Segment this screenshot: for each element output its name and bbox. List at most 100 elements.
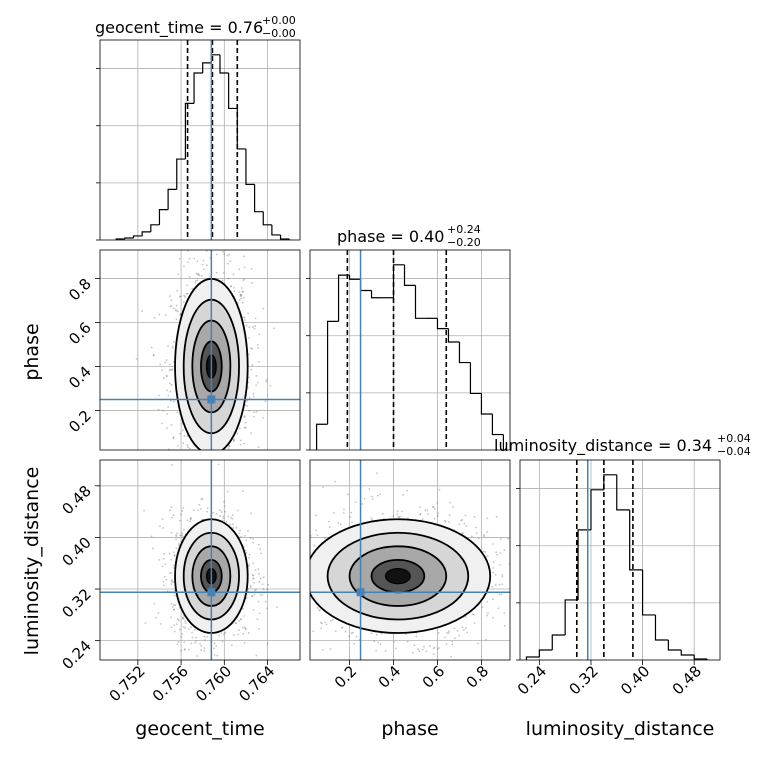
scatter-point xyxy=(161,422,163,425)
scatter-point xyxy=(203,647,206,650)
scatter-point xyxy=(199,507,202,510)
scatter-point xyxy=(255,384,257,387)
scatter-point xyxy=(172,581,175,584)
scatter-point xyxy=(250,512,253,515)
scatter-point xyxy=(255,588,257,591)
scatter-point xyxy=(243,319,246,321)
hist-luminosity_distance-bin-7 xyxy=(616,474,630,511)
hist-luminosity_distance-bin-8 xyxy=(629,509,643,571)
scatter-point xyxy=(363,497,366,500)
scatter-point xyxy=(424,509,427,512)
scatter-point xyxy=(370,517,373,519)
scatter-point xyxy=(558,629,560,631)
hist-geocent_time-bin-7 xyxy=(176,158,186,190)
scatter-point xyxy=(251,347,253,350)
scatter-point xyxy=(305,589,307,591)
scatter-point xyxy=(194,281,197,284)
scatter-point xyxy=(181,246,183,248)
geocent_time_vs_phase-truth-marker xyxy=(207,395,216,404)
scatter-point xyxy=(238,427,241,430)
scatter-point xyxy=(407,667,409,669)
scatter-point xyxy=(266,588,269,591)
scatter-point xyxy=(168,369,171,372)
scatter-point xyxy=(437,512,440,515)
scatter-point xyxy=(503,549,506,551)
scatter-point xyxy=(215,271,218,274)
hist-geocent_time-bin-14 xyxy=(236,108,246,150)
scatter-point xyxy=(406,489,409,492)
scatter-point xyxy=(172,307,175,310)
scatter-point xyxy=(229,516,232,519)
scatter-point xyxy=(224,631,227,634)
scatter-point xyxy=(258,628,260,630)
scatter-point xyxy=(173,608,175,611)
scatter-point xyxy=(444,521,447,523)
scatter-point xyxy=(189,518,192,521)
xtick-label-phase-2: 0.6 xyxy=(419,662,449,692)
scatter-point xyxy=(188,470,190,472)
scatter-point xyxy=(227,447,230,450)
scatter-point xyxy=(170,602,173,605)
scatter-point xyxy=(433,646,436,649)
scatter-point xyxy=(150,346,153,349)
scatter-point xyxy=(242,316,245,318)
scatter-point xyxy=(301,588,303,590)
scatter-point xyxy=(170,305,173,308)
scatter-point xyxy=(437,632,440,634)
scatter-point xyxy=(253,593,256,596)
scatter-point xyxy=(269,385,272,387)
scatter-point xyxy=(248,553,251,556)
scatter-point xyxy=(318,609,321,612)
scatter-point xyxy=(187,648,190,651)
scatter-point xyxy=(444,519,446,522)
scatter-point xyxy=(235,526,238,529)
scatter-point xyxy=(325,623,328,626)
scatter-point xyxy=(377,641,380,644)
scatter-point xyxy=(343,508,345,511)
scatter-point xyxy=(243,641,246,644)
scatter-point xyxy=(473,515,476,518)
hist-geocent_time-bin-16 xyxy=(253,184,264,213)
scatter-point xyxy=(215,645,218,648)
scatter-point xyxy=(183,641,186,644)
scatter-point xyxy=(242,296,245,299)
scatter-point xyxy=(165,488,167,490)
hist-geocent_time-bin-9 xyxy=(193,72,203,104)
scatter-point xyxy=(204,455,206,457)
scatter-point xyxy=(379,643,382,646)
scatter-point xyxy=(290,533,292,535)
scatter-point xyxy=(157,408,160,411)
scatter-point xyxy=(192,467,194,469)
scatter-point xyxy=(227,262,229,265)
scatter-point xyxy=(242,490,244,493)
scatter-point xyxy=(511,596,513,598)
hist-luminosity_distance-bin-1 xyxy=(538,649,553,657)
scatter-point xyxy=(162,377,165,379)
scatter-point xyxy=(438,647,440,649)
scatter-point xyxy=(471,613,474,616)
scatter-point xyxy=(466,631,468,634)
scatter-point xyxy=(449,501,452,504)
scatter-point xyxy=(198,246,200,248)
scatter-point xyxy=(242,632,245,635)
scatter-point xyxy=(180,513,182,516)
scatter-point xyxy=(379,493,382,496)
scatter-point xyxy=(257,543,260,546)
scatter-point xyxy=(230,452,232,454)
scatter-point xyxy=(399,515,401,518)
xtick-label-phase-3: 0.8 xyxy=(463,662,493,692)
scatter-point xyxy=(203,492,205,494)
xtick-label-phase-1: 0.4 xyxy=(375,662,405,692)
scatter-point xyxy=(233,290,236,293)
scatter-point xyxy=(170,558,173,561)
scatter-point xyxy=(516,533,518,535)
scatter-point xyxy=(225,453,227,455)
scatter-point xyxy=(232,438,235,441)
scatter-point xyxy=(198,468,200,470)
scatter-point xyxy=(254,568,257,571)
scatter-point xyxy=(227,515,229,518)
scatter-point xyxy=(486,531,489,534)
scatter-point xyxy=(225,520,228,523)
scatter-point xyxy=(202,235,204,237)
scatter-point xyxy=(200,497,203,500)
